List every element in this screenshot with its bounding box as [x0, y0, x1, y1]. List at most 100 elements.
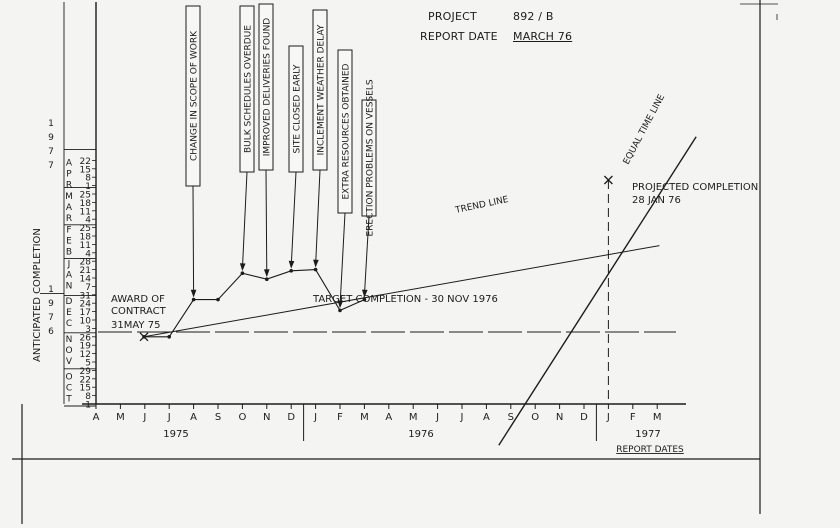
annotation-arrow [265, 169, 268, 276]
x-tick-label: A [483, 412, 490, 423]
y-year-1977-digit: 7 [48, 147, 54, 157]
annotation-arrow [241, 171, 248, 270]
x-tick-label: J [606, 412, 610, 423]
y-month-letter: R [66, 214, 72, 224]
annotation-arrow [290, 171, 297, 267]
y-tick-label: 8 [85, 392, 91, 402]
y-tick-label: 5 [85, 359, 91, 369]
x-year-label: 1977 [635, 429, 660, 440]
annotation-label: SITE CLOSED EARLY [292, 64, 302, 154]
annotation-label: EXTRA RESOURCES OBTAINED [341, 63, 351, 199]
y-tick-label: 15 [80, 384, 91, 394]
y-month-letter: N [66, 281, 73, 291]
equal-time-line-label: EQUAL TIME LINE [622, 93, 668, 167]
y-axis-title: ANTICIPATED COMPLETION [32, 228, 43, 362]
y-tick-label: 24 [80, 300, 92, 310]
y-tick-label: 14 [80, 275, 92, 285]
y-tick-label: 11 [80, 241, 91, 251]
y-tick-label: 11 [80, 207, 91, 217]
x-tick-label: A [190, 412, 197, 423]
annotation-label: IMPROVED DELIVERIES FOUND [262, 18, 272, 157]
y-month-letter: J [67, 259, 71, 269]
y-year-1976-digit: 6 [48, 327, 54, 337]
x-tick-label: M [653, 412, 662, 423]
x-tick-label: D [287, 412, 295, 423]
y-year-1976-digit: 7 [48, 313, 54, 323]
y-tick-label: 28 [80, 258, 92, 268]
y-tick-label: 22 [80, 157, 91, 167]
projected-completion-label: PROJECTED COMPLETION [632, 182, 758, 193]
y-tick-label: 21 [80, 266, 91, 276]
report-date-value: MARCH 76 [513, 30, 573, 43]
x-axis-title: REPORT DATES [616, 445, 684, 455]
annotation-arrowhead [288, 260, 295, 269]
y-month-letter: A [66, 159, 73, 169]
x-tick-label: N [556, 412, 563, 423]
trend-line [143, 245, 660, 338]
target-completion-label: TARGET COMPLETION - 30 NOV 1976 [312, 294, 498, 305]
y-month-letter: R [66, 181, 72, 191]
series-point [167, 335, 171, 339]
series-point [265, 277, 269, 282]
y-tick-label: 1 [85, 401, 91, 411]
trend-line-label: TREND LINE [454, 195, 510, 216]
annotation-arrowhead [313, 259, 319, 268]
y-tick-label: 12 [80, 350, 91, 360]
annotation-label: BULK SCHEDULES OVERDUE [243, 25, 253, 153]
annotation-arrow [339, 212, 346, 307]
y-month-letter: V [66, 357, 73, 367]
series-point [289, 269, 294, 273]
equal-time-line [498, 136, 697, 446]
y-tick-label: 29 [80, 367, 92, 377]
x-tick-label: M [116, 412, 125, 423]
y-month-letter: O [65, 373, 72, 383]
x-tick-label: J [460, 412, 464, 423]
y-tick-label: 25 [80, 224, 91, 234]
award-label-1: AWARD OF [111, 294, 165, 305]
award-label-3: 31MAY 75 [111, 320, 160, 331]
series-line [144, 269, 365, 338]
y-tick-label: 19 [80, 342, 92, 352]
x-tick-label: D [580, 412, 588, 423]
annotation-arrowhead [190, 289, 197, 298]
y-month-letter: C [66, 319, 72, 329]
project-value: 892 / B [513, 10, 554, 23]
annotation-arrowhead [239, 263, 246, 272]
x-tick-label: S [215, 412, 221, 423]
x-tick-label: J [435, 412, 439, 423]
x-tick-label: J [142, 412, 146, 423]
projected-completion-date: 28 JAN 76 [632, 195, 681, 206]
y-year-1977-digit: 1 [48, 119, 54, 129]
y-month-letter: F [66, 226, 71, 236]
annotation-label: ERECTION PROBLEMS ON VESSELS [365, 79, 375, 236]
series-point [142, 335, 146, 339]
y-tick-label: 8 [85, 174, 91, 184]
y-year-1977-digit: 7 [48, 161, 54, 171]
y-tick-label: 3 [85, 325, 91, 335]
annotation-arrowhead [263, 269, 270, 278]
y-tick-label: 26 [80, 333, 92, 343]
y-year-1976-digit: 1 [48, 285, 54, 295]
y-tick-label: 22 [80, 375, 91, 385]
series-point [240, 271, 245, 276]
x-year-label: 1975 [163, 429, 188, 440]
y-month-letter: A [66, 203, 73, 213]
x-tick-label: N [263, 412, 270, 423]
series-point [313, 267, 318, 272]
project-label: PROJECT [428, 10, 477, 23]
x-tick-label: J [313, 412, 317, 423]
y-tick-label: 10 [80, 317, 92, 327]
award-label-2: CONTRACT [111, 306, 167, 317]
series-point [216, 297, 220, 302]
x-year-label: 1976 [408, 429, 433, 440]
y-tick-label: 31 [80, 291, 91, 301]
y-month-letter: N [66, 335, 73, 345]
x-tick-label: O [531, 412, 539, 423]
y-month-letter: B [66, 248, 72, 258]
annotation-label: CHANGE IN SCOPE OF WORK [189, 30, 199, 161]
y-month-letter: E [66, 237, 72, 247]
x-tick-label: O [238, 412, 246, 423]
y-month-letter: C [66, 384, 72, 394]
y-month-letter: M [65, 192, 73, 202]
